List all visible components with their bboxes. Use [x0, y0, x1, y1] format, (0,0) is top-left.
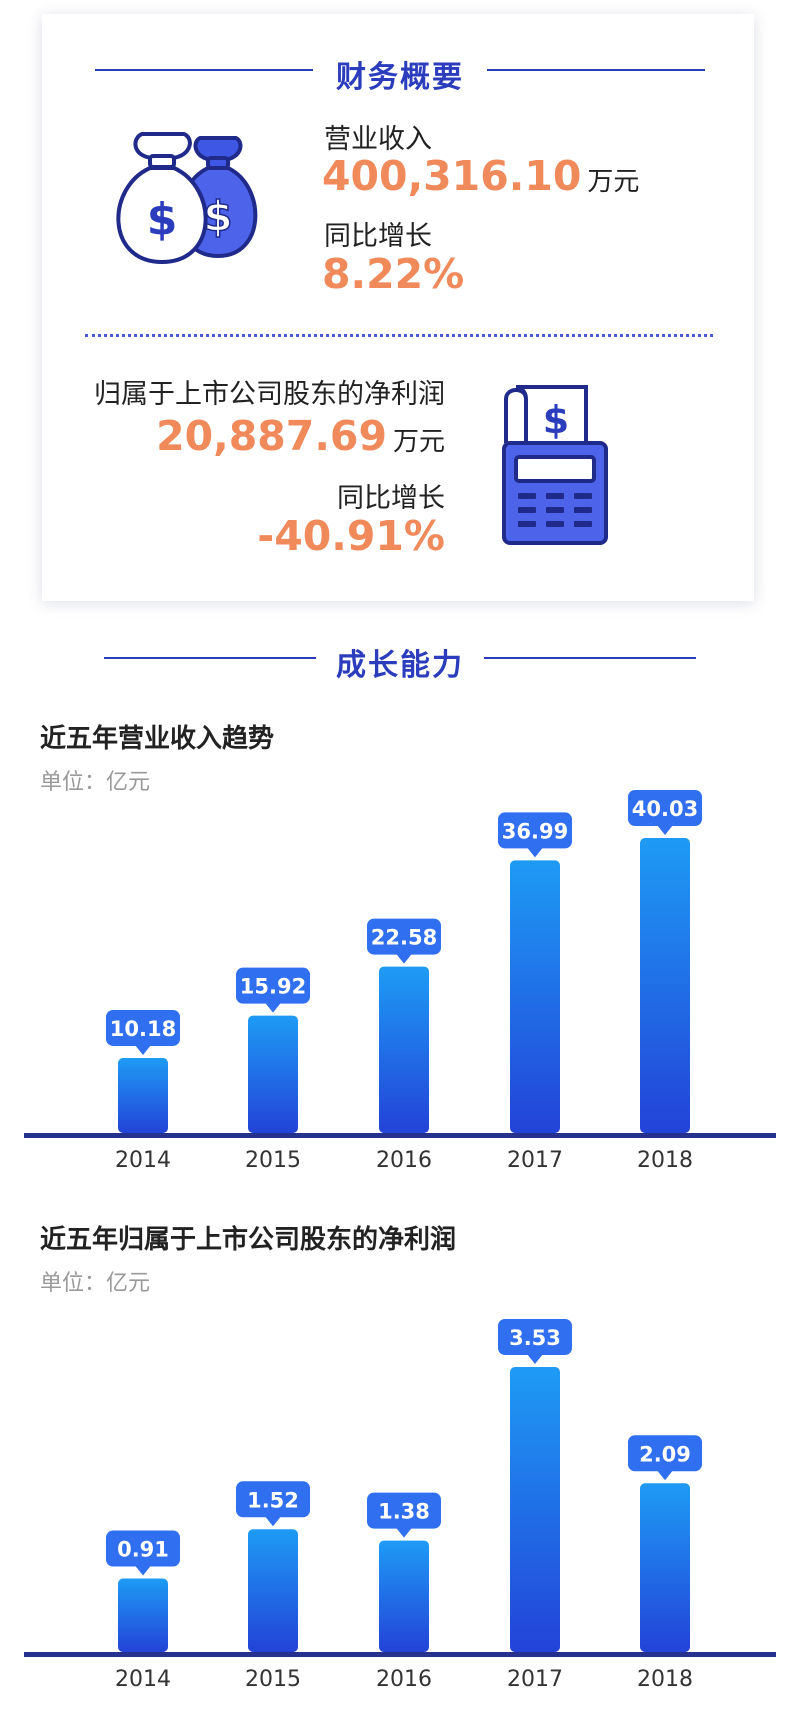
value-callout-2017 — [498, 812, 572, 849]
profit-value-row: 20,887.69 万元 — [156, 412, 445, 460]
profit-growth-label: 同比增长 — [337, 483, 445, 514]
x-tick-2018: 2018 — [637, 1148, 693, 1173]
callout-pointer-2014 — [135, 1044, 151, 1055]
summary-heading: 财务概要 — [0, 50, 800, 95]
value-callout-2017 — [498, 1319, 572, 1355]
value-callout-2018 — [628, 790, 702, 826]
x-tick-2018: 2018 — [637, 1667, 693, 1692]
callout-pointer-2015 — [265, 1002, 281, 1013]
x-tick-2017: 2017 — [507, 1667, 563, 1692]
financial-summary-card — [42, 14, 754, 601]
value-label-2014: 10.18 — [110, 1017, 176, 1041]
x-tick-2015: 2015 — [245, 1148, 301, 1173]
value-label-2015: 1.52 — [247, 1488, 299, 1512]
callout-pointer-2016 — [396, 953, 412, 964]
growth-heading: 成长能力 — [0, 638, 800, 683]
value-callout-2016 — [367, 1492, 441, 1529]
x-axis-baseline — [24, 1652, 776, 1657]
revenue-bar-chart: 10.18 2014 15.92 2015 22.58 2016 36.99 2017 40.0… — [24, 790, 776, 1173]
summary-divider — [85, 334, 713, 337]
revenue-value-row: 400,316.10 万元 — [322, 152, 639, 200]
revenue-growth-value: 8.22% — [322, 250, 465, 298]
svg-text:$: $ — [147, 194, 178, 245]
revenue-unit: 万元 — [587, 167, 640, 197]
value-callout-2018 — [628, 1435, 702, 1472]
value-callout-2015 — [236, 1481, 310, 1518]
bar-2015 — [248, 1529, 298, 1652]
bar-2018 — [640, 838, 690, 1133]
x-tick-2014: 2014 — [115, 1148, 171, 1173]
heading-line-left — [95, 69, 313, 71]
bar-2014 — [118, 1578, 168, 1652]
value-label-2016: 22.58 — [371, 926, 437, 950]
value-label-2017: 36.99 — [502, 819, 568, 843]
bar-2016 — [379, 1540, 429, 1652]
value-callout-2015 — [236, 967, 310, 1004]
svg-text:$: $ — [543, 398, 569, 442]
callout-pointer-2018 — [657, 1470, 673, 1481]
x-tick-2017: 2017 — [507, 1148, 563, 1173]
chart2-title: 近五年归属于上市公司股东的净利润 — [40, 1225, 457, 1255]
bar-2017 — [510, 860, 560, 1133]
x-tick-2014: 2014 — [115, 1667, 171, 1692]
value-label-2017: 3.53 — [509, 1326, 561, 1350]
callout-pointer-2016 — [396, 1527, 412, 1538]
callout-pointer-2015 — [265, 1516, 281, 1527]
revenue-growth-label: 同比增长 — [324, 221, 432, 252]
value-label-2018: 40.03 — [632, 797, 698, 821]
value-callout-2016 — [367, 918, 441, 955]
value-label-2016: 1.38 — [378, 1500, 430, 1524]
bar-2016 — [379, 966, 429, 1133]
svg-text:$: $ — [203, 192, 232, 241]
value-callout-2014 — [106, 1530, 180, 1567]
callout-pointer-2014 — [135, 1565, 151, 1576]
chart2-unit: 单位：亿元 — [40, 1271, 151, 1296]
value-label-2014: 0.91 — [117, 1538, 169, 1562]
bar-2015 — [248, 1015, 298, 1133]
value-label-2018: 2.09 — [639, 1442, 691, 1466]
profit-value: 20,887.69 — [156, 412, 387, 460]
heading-line-right — [487, 69, 705, 71]
callout-pointer-2017 — [527, 1354, 543, 1364]
x-tick-2016: 2016 — [376, 1148, 432, 1173]
profit-label: 归属于上市公司股东的净利润 — [94, 379, 445, 410]
chart1-unit: 单位：亿元 — [40, 770, 151, 795]
bar-2018 — [640, 1483, 690, 1652]
net-profit-bar-chart: 0.91 2014 1.52 2015 1.38 2016 3.53 2017 2.09 2018 — [24, 1319, 776, 1692]
callout-pointer-2018 — [657, 825, 673, 835]
x-tick-2015: 2015 — [245, 1667, 301, 1692]
value-callout-2014 — [106, 1009, 180, 1046]
chart1-title: 近五年营业收入趋势 — [40, 724, 275, 754]
bar-2017 — [510, 1367, 560, 1652]
profit-unit: 万元 — [392, 427, 445, 457]
value-label-2015: 15.92 — [240, 975, 306, 999]
growth-heading-line-left — [104, 657, 316, 659]
callout-pointer-2017 — [527, 847, 543, 858]
x-axis-baseline — [24, 1133, 776, 1138]
money-bags-icon: $ $ — [116, 132, 258, 265]
bar-2014 — [118, 1057, 168, 1133]
profit-growth-value: -40.91% — [257, 512, 445, 560]
x-tick-2016: 2016 — [376, 1667, 432, 1692]
summary-heading-text: 财务概要 — [336, 60, 464, 95]
revenue-value: 400,316.10 — [322, 152, 582, 200]
growth-heading-line-right — [484, 657, 696, 659]
growth-heading-text: 成长能力 — [336, 648, 464, 683]
receipt-calculator-icon: $ — [502, 385, 608, 545]
revenue-label: 营业收入 — [324, 124, 432, 155]
